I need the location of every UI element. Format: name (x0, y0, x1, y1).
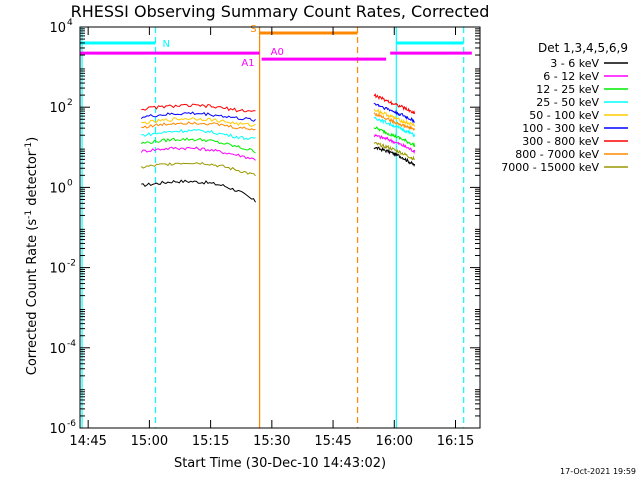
y-axis-label-part3: ) (25, 137, 40, 142)
y-axis-label: Corrected Count Rate (s-1 detector-1) (24, 137, 40, 375)
series-2-segment-1 (140, 137, 256, 154)
x-tick-label-0: 14:45 (69, 434, 106, 449)
state-label-S: S (250, 24, 256, 35)
plot-frame (79, 26, 481, 429)
plot-area: N S A0 A1 (80, 24, 472, 428)
series-5-segment-1 (140, 111, 256, 122)
legend-entry-8: 7000 - 15000 keV (501, 161, 599, 174)
series-8-segment-2 (373, 141, 415, 161)
y-tick-label-exp-3: 0 (67, 178, 73, 188)
y-tick-label-2: 10 (49, 262, 66, 277)
legend-entry-5: 100 - 300 keV (522, 122, 599, 135)
y-axis-label-sup2: -1 (24, 142, 34, 151)
x-tick-label-4: 15:45 (314, 434, 351, 449)
x-tick-label-5: 16:00 (376, 434, 413, 449)
legend-entry-2: 12 - 25 keV (536, 83, 599, 96)
y-tick-label-exp-1: -4 (67, 339, 76, 349)
y-axis-label-part2: detector (25, 150, 40, 210)
y-tick-label-exp-5: 4 (67, 18, 73, 28)
y-tick-label-exp-4: 2 (67, 98, 73, 108)
series-7-segment-1 (141, 121, 256, 131)
legend-entry-7: 800 - 7000 keV (515, 148, 599, 161)
y-tick-label-3: 10 (49, 181, 66, 196)
x-tick-label-3: 15:30 (253, 434, 290, 449)
x-axis-label: Start Time (30-Dec-10 14:43:02) (174, 456, 386, 471)
y-axis-label-part1: Corrected Count Rate (s (25, 219, 40, 376)
series-1-segment-2 (373, 133, 416, 155)
state-label-A1: A1 (241, 58, 254, 69)
y-tick-label-0: 10 (49, 422, 66, 437)
series-3-segment-2 (373, 116, 416, 138)
x-tick-label-2: 15:15 (192, 434, 229, 449)
x-tick-label-6: 16:15 (437, 434, 474, 449)
series-layer (140, 93, 416, 203)
x-tick-label-1: 15:00 (131, 434, 168, 449)
series-8-segment-1 (140, 161, 256, 177)
series-4-segment-1 (141, 117, 256, 127)
footer-timestamp: 17-Oct-2021 19:59 (560, 467, 636, 476)
series-2-segment-2 (373, 126, 416, 148)
state-label-N: N (163, 39, 170, 50)
legend-entry-1: 6 - 12 keV (543, 70, 599, 83)
state-label-A0: A0 (271, 47, 284, 58)
legend-title: Det 1,3,4,5,6,9 (538, 41, 628, 55)
y-tick-label-exp-2: -2 (67, 259, 76, 269)
series-6-segment-1 (141, 103, 256, 113)
legend-entry-0: 3 - 6 keV (550, 57, 599, 70)
legend-entry-4: 50 - 100 keV (529, 109, 599, 122)
y-tick-label-1: 10 (49, 342, 66, 357)
series-7-segment-2 (373, 112, 416, 132)
series-0-segment-1 (141, 179, 256, 203)
y-tick-label-exp-0: -6 (67, 419, 76, 429)
series-0-segment-2 (373, 146, 416, 168)
legend-entry-6: 300 - 800 keV (522, 135, 599, 148)
legend-entry-3: 25 - 50 keV (536, 96, 599, 109)
series-5-segment-2 (373, 102, 415, 124)
y-axis-label-sup1: -1 (24, 210, 34, 219)
series-3-segment-1 (141, 128, 256, 141)
series-6-segment-2 (373, 93, 416, 115)
y-tick-label-4: 10 (49, 101, 66, 116)
series-4-segment-2 (373, 108, 416, 127)
chart-title: RHESSI Observing Summary Count Rates, Co… (71, 2, 490, 21)
y-tick-label-5: 10 (49, 21, 66, 36)
series-1-segment-1 (140, 146, 256, 161)
